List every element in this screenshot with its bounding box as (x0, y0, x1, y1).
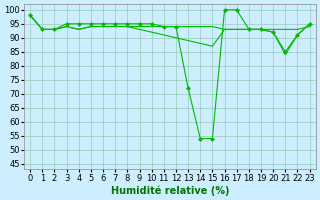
X-axis label: Humidité relative (%): Humidité relative (%) (111, 185, 229, 196)
